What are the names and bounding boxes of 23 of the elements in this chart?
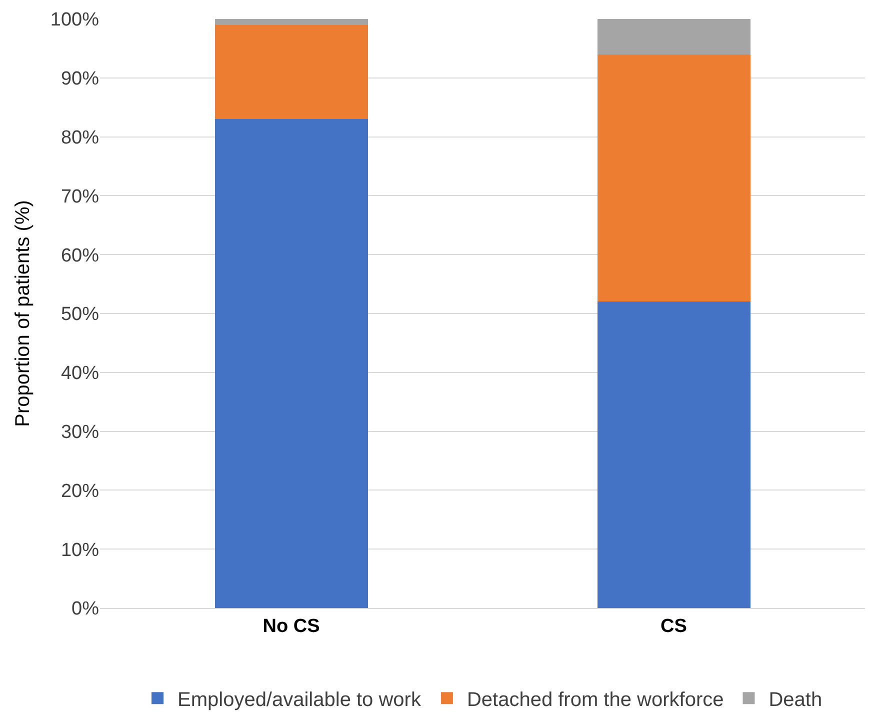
- bar: [597, 302, 750, 608]
- bar: [214, 119, 368, 608]
- y-axis-title: Proportion of patients (%): [12, 200, 34, 427]
- y-tick-label: 50%: [60, 304, 100, 326]
- x-tick-label: CS: [660, 616, 687, 637]
- bar: [214, 24, 368, 120]
- legend-label: Detached from the workforce: [466, 688, 724, 711]
- bar: [597, 19, 750, 54]
- y-tick-label: 70%: [60, 186, 100, 208]
- y-tick-label: 20%: [60, 480, 100, 502]
- y-tick-label: 0%: [72, 598, 100, 620]
- y-tick-label: 80%: [60, 127, 100, 148]
- y-tick-label: 40%: [60, 363, 100, 384]
- bar: [597, 54, 750, 302]
- y-tick-label: 100%: [50, 10, 100, 31]
- y-tick-label: 90%: [60, 68, 100, 90]
- legend-label: Death: [768, 688, 822, 711]
- y-tick-label: 10%: [60, 540, 100, 561]
- y-tick-label: 30%: [60, 422, 100, 443]
- x-tick-label: No CS: [262, 616, 320, 637]
- legend-label: Employed/available to work: [178, 688, 422, 711]
- y-tick-label: 60%: [60, 245, 100, 266]
- bar: [214, 19, 368, 25]
